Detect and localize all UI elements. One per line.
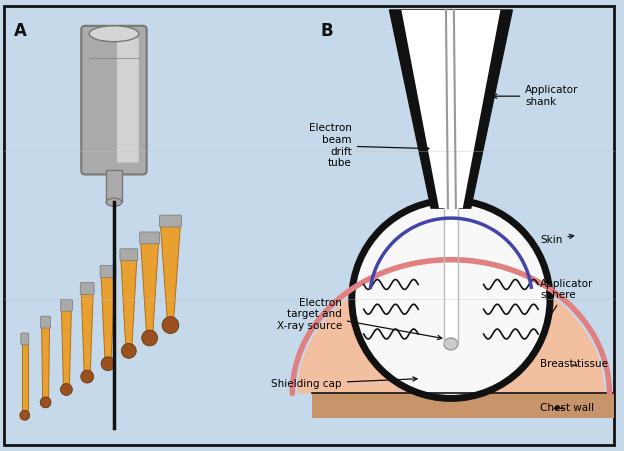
FancyBboxPatch shape <box>81 26 147 175</box>
Polygon shape <box>121 260 137 349</box>
Polygon shape <box>160 226 180 323</box>
Text: Electron
beam
drift
tube: Electron beam drift tube <box>309 123 429 168</box>
Polygon shape <box>389 10 512 208</box>
FancyBboxPatch shape <box>21 333 29 345</box>
FancyBboxPatch shape <box>80 282 94 295</box>
Ellipse shape <box>106 198 122 206</box>
Circle shape <box>122 343 136 358</box>
Polygon shape <box>297 265 615 393</box>
FancyBboxPatch shape <box>41 316 51 328</box>
Ellipse shape <box>89 26 139 41</box>
Polygon shape <box>61 310 71 387</box>
FancyBboxPatch shape <box>140 232 160 244</box>
FancyBboxPatch shape <box>61 299 72 311</box>
Circle shape <box>61 383 72 396</box>
Text: Applicator
shank: Applicator shank <box>493 85 578 107</box>
FancyBboxPatch shape <box>120 249 138 261</box>
Polygon shape <box>401 10 500 208</box>
Circle shape <box>352 200 550 398</box>
Circle shape <box>20 410 30 420</box>
Bar <box>106 170 122 202</box>
FancyBboxPatch shape <box>160 215 182 227</box>
Polygon shape <box>101 276 115 362</box>
Polygon shape <box>141 243 158 336</box>
Text: A: A <box>14 22 27 40</box>
Text: Skin: Skin <box>540 235 573 245</box>
Text: Shielding cap: Shielding cap <box>271 377 417 389</box>
FancyBboxPatch shape <box>117 38 139 162</box>
Text: B: B <box>320 22 333 40</box>
Polygon shape <box>42 327 49 400</box>
Bar <box>444 208 458 344</box>
Circle shape <box>40 397 51 408</box>
Text: Applicator
sphere: Applicator sphere <box>540 279 593 321</box>
Text: Breast tissue: Breast tissue <box>540 359 608 369</box>
Circle shape <box>80 370 94 383</box>
Text: Chest wall: Chest wall <box>540 403 594 413</box>
Text: Electron
target and
X-ray source: Electron target and X-ray source <box>276 298 442 340</box>
Ellipse shape <box>444 338 458 350</box>
Circle shape <box>142 330 158 346</box>
Bar <box>312 393 615 418</box>
Polygon shape <box>22 344 27 413</box>
Circle shape <box>162 317 179 334</box>
Circle shape <box>101 357 115 371</box>
FancyBboxPatch shape <box>100 266 116 277</box>
Polygon shape <box>81 294 93 375</box>
